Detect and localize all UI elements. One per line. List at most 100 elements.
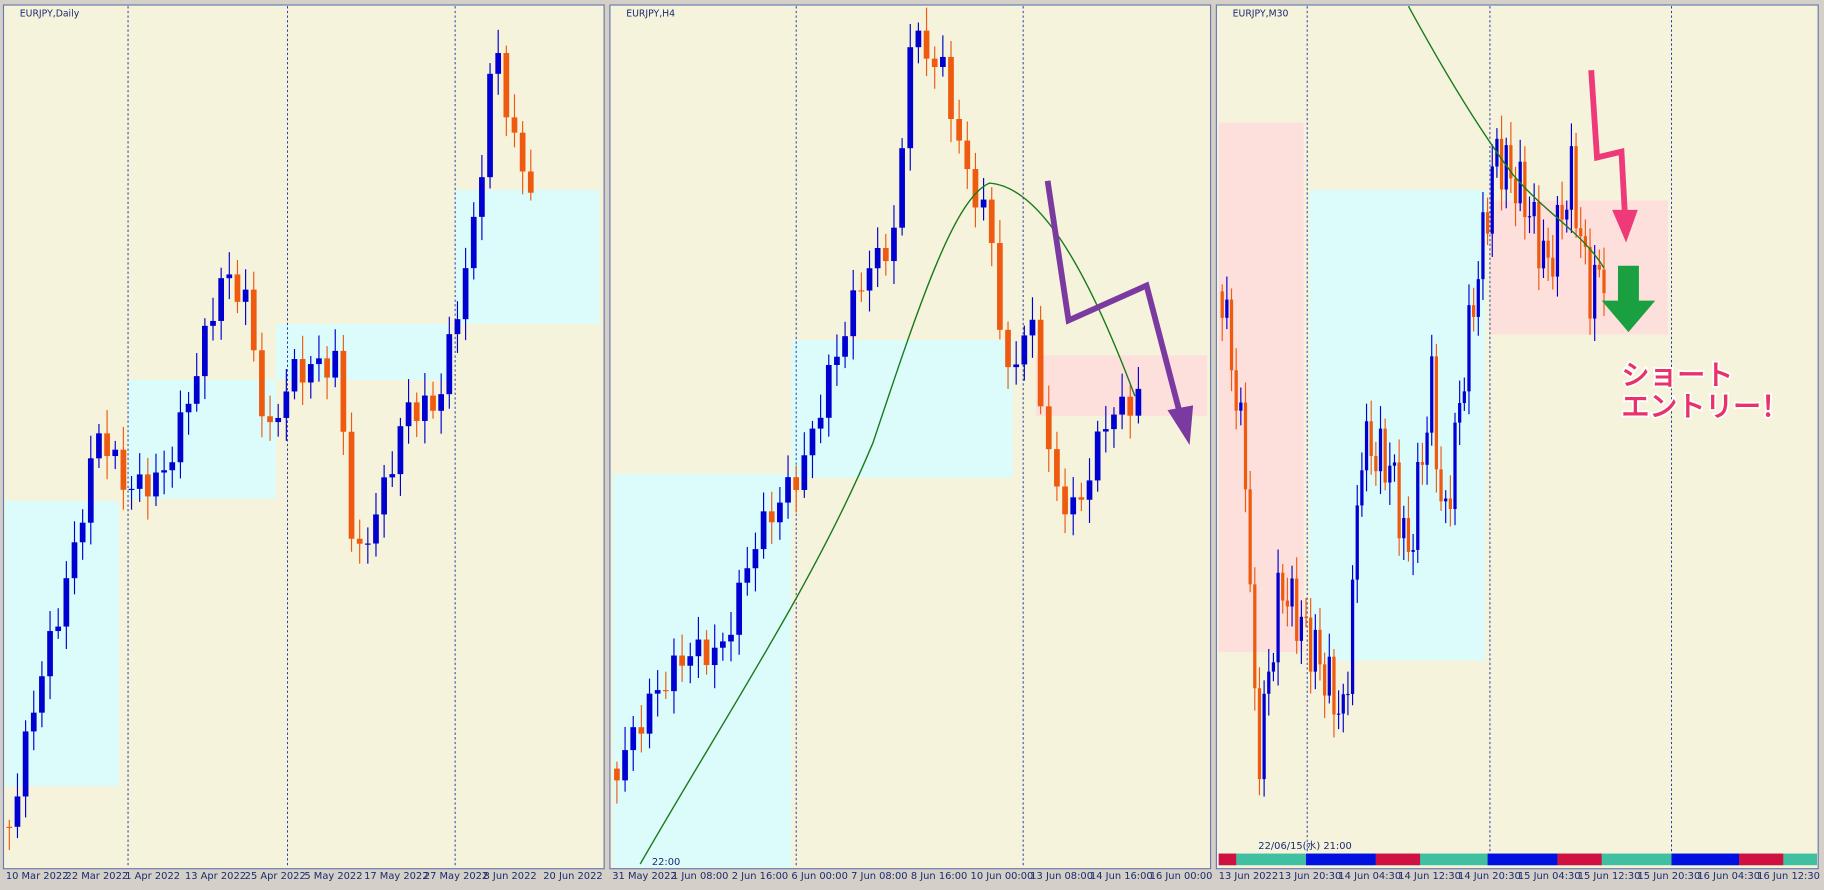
candle-body xyxy=(703,639,710,666)
time-label: 20 Jun 2022 xyxy=(543,871,602,882)
candle-body xyxy=(96,433,102,459)
candle-body xyxy=(1111,414,1117,430)
candle-body xyxy=(1579,228,1583,237)
candle-body xyxy=(809,428,816,456)
candle-body xyxy=(381,477,387,515)
time-label: 25 Apr 2022 xyxy=(245,871,306,882)
candle-body xyxy=(1078,497,1085,500)
candle-body xyxy=(1220,291,1224,318)
pink-arrow xyxy=(1588,69,1638,243)
time-label: 8 Jun 16:00 xyxy=(911,871,967,882)
down-arrow xyxy=(1601,265,1656,333)
candle-body xyxy=(850,290,857,337)
candle-body xyxy=(1062,486,1068,515)
candle-body xyxy=(177,412,184,463)
candle-body xyxy=(939,56,946,67)
candle-body xyxy=(662,690,669,692)
candle-body xyxy=(1225,299,1229,318)
candle-body xyxy=(348,431,355,539)
time-label: 8 Jun 2022 xyxy=(484,871,537,882)
candle-body xyxy=(1086,480,1093,500)
candle-body xyxy=(1513,178,1518,204)
candle-body xyxy=(153,472,159,497)
candle-body xyxy=(899,148,905,228)
candle-body xyxy=(1360,470,1364,506)
candle-body xyxy=(1013,364,1020,368)
candle-body xyxy=(736,582,742,635)
candle-body xyxy=(842,336,848,357)
candle-body xyxy=(1257,688,1262,780)
candle-body xyxy=(1448,498,1452,510)
candle-body xyxy=(511,117,518,133)
time-label: 2 Jun 16:00 xyxy=(732,871,788,882)
candle-body xyxy=(646,693,653,734)
candle-body xyxy=(487,73,493,178)
candle-body xyxy=(22,731,29,797)
candle-body xyxy=(825,364,832,418)
candle-body xyxy=(1005,329,1011,368)
candle-body xyxy=(250,289,257,351)
candle-body xyxy=(1467,305,1471,392)
candle-body xyxy=(1248,489,1252,585)
candle-body xyxy=(1532,202,1536,217)
candle-body xyxy=(1406,517,1411,552)
candle-body xyxy=(768,511,775,523)
candle-body xyxy=(1102,429,1109,432)
candle-body xyxy=(1458,403,1462,423)
candle-body xyxy=(324,358,330,378)
candle-body xyxy=(356,538,363,544)
session-bar xyxy=(1218,853,1818,866)
candle-body xyxy=(1499,138,1504,190)
candle-body xyxy=(622,750,628,781)
candle-body xyxy=(679,655,685,666)
candle-body xyxy=(438,394,445,411)
candle-body xyxy=(1094,431,1101,481)
candle-body xyxy=(793,477,800,491)
time-label: 15 Jun 04:30 xyxy=(1518,871,1581,882)
candle-body xyxy=(907,47,914,149)
candle-body xyxy=(752,549,759,569)
candle-body xyxy=(1523,161,1527,218)
candle-body xyxy=(1453,422,1457,510)
candle-body xyxy=(1234,370,1238,411)
time-label: 15 Jun 12:30 xyxy=(1578,871,1641,882)
candle-body xyxy=(430,395,436,411)
candle-body xyxy=(630,727,637,751)
candle-body xyxy=(1574,146,1578,229)
candle-body xyxy=(112,449,119,457)
candle-body xyxy=(30,712,37,732)
candle-body xyxy=(1509,145,1513,179)
candle-body xyxy=(39,676,45,713)
cursor-label: 22:00 xyxy=(652,857,680,868)
candle-body xyxy=(1323,664,1327,696)
time-label: 10 Mar 2022 xyxy=(6,871,69,882)
time-label: 1 Jun 08:00 xyxy=(672,871,728,882)
candle-body xyxy=(923,30,930,59)
candle-body xyxy=(728,634,734,642)
candle-body xyxy=(1327,656,1331,696)
candle-body xyxy=(1597,264,1601,270)
candle-body xyxy=(891,227,897,262)
candle-body xyxy=(1476,279,1480,317)
candle-body xyxy=(1546,240,1550,258)
candle-body xyxy=(1135,388,1142,416)
candle-body xyxy=(71,542,78,579)
candle-body xyxy=(1304,616,1308,618)
candle-body xyxy=(1029,319,1036,336)
time-label: 16 Jun 00:00 xyxy=(1150,871,1213,882)
candle-body xyxy=(519,132,526,172)
candle-body xyxy=(1485,212,1490,234)
candle-body xyxy=(1341,694,1345,714)
candle-body xyxy=(874,247,881,269)
candle-body xyxy=(972,169,979,208)
candle-body xyxy=(1318,629,1322,665)
candle-body xyxy=(1355,505,1359,580)
candle-body xyxy=(169,462,176,471)
time-label: 15 Jun 20:30 xyxy=(1638,871,1701,882)
candle-body xyxy=(1350,579,1355,694)
candle-body xyxy=(1388,465,1392,483)
candle-body xyxy=(479,177,485,217)
candle-body xyxy=(1593,264,1597,319)
time-label: 16 Jun 12:30 xyxy=(1757,871,1820,882)
